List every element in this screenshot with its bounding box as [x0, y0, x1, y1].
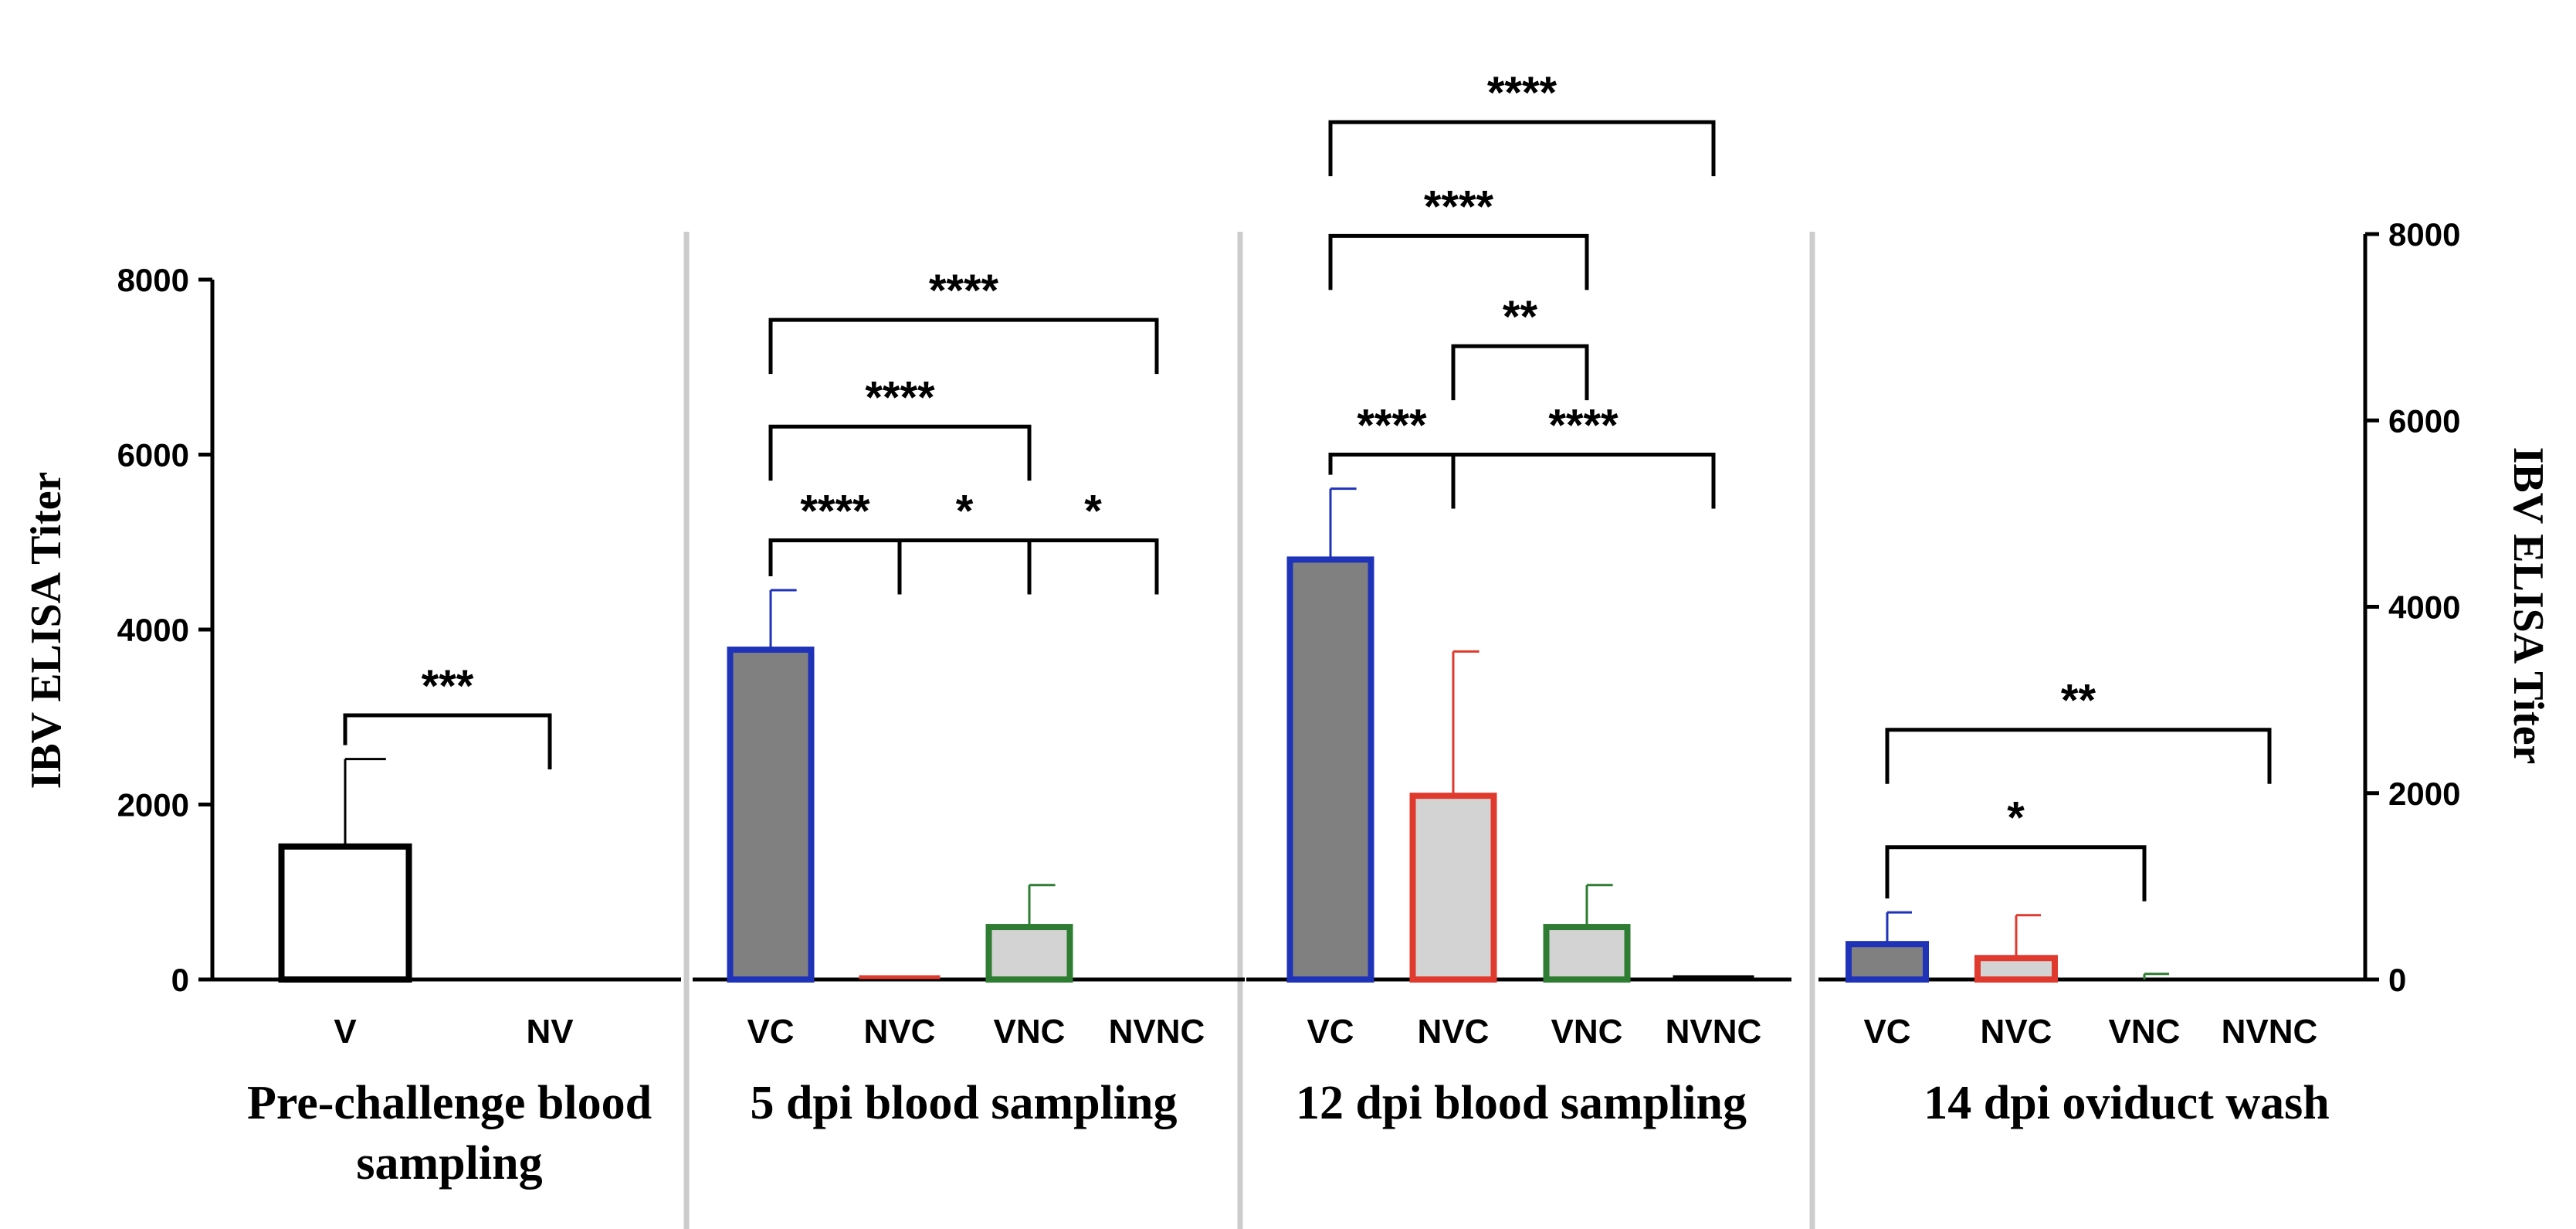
right-y-axis-title: IBV ELISA Titer	[2504, 447, 2552, 765]
category-label: NVC	[864, 1013, 936, 1051]
significance-label: ****	[929, 266, 999, 316]
right-y-tick-label: 8000	[2388, 216, 2460, 253]
significance-label: ****	[1357, 401, 1427, 451]
significance-brackets	[343, 120, 2272, 901]
significance-bracket	[1451, 453, 1716, 509]
significance-label: ****	[1487, 68, 1557, 118]
category-label: VC	[747, 1013, 794, 1051]
significance-label: ****	[1548, 401, 1618, 451]
bar	[727, 647, 815, 983]
category-label: NVC	[1981, 1013, 2052, 1051]
panel-label: 14 dpi oviduct wash	[1924, 1077, 2329, 1129]
category-label: NV	[526, 1013, 574, 1051]
panel-label: 5 dpi blood sampling	[750, 1077, 1177, 1129]
bar	[985, 924, 1073, 983]
bar	[1974, 955, 2058, 983]
significance-bracket	[768, 317, 1159, 375]
significance-bracket	[768, 538, 902, 595]
significance-bracket	[1328, 233, 1589, 290]
labels: 0 2000 4000 6000 8000 0 2000 4000 6000 8000 IBV EL…	[22, 68, 2552, 1190]
right-y-tick-label: 0	[2388, 962, 2406, 998]
significance-label: ****	[800, 486, 870, 536]
panel-label: sampling	[356, 1137, 542, 1190]
left-y-tick-label: 6000	[117, 437, 189, 474]
category-label: VC	[1307, 1013, 1354, 1051]
significance-bracket	[1885, 845, 2147, 901]
category-label: VNC	[994, 1013, 1066, 1051]
significance-label: *	[1084, 486, 1102, 536]
significance-label: **	[2061, 676, 2096, 726]
significance-label: *	[2007, 793, 2025, 844]
significance-label: ***	[422, 661, 474, 711]
category-label: VNC	[1551, 1013, 1623, 1051]
category-label: VC	[1863, 1013, 1910, 1051]
significance-bracket	[768, 424, 1032, 481]
significance-bracket	[1451, 344, 1589, 401]
significance-label: **	[1503, 292, 1538, 342]
category-label: VNC	[2109, 1013, 2181, 1051]
bars	[278, 487, 2169, 983]
significance-bracket	[897, 538, 1032, 595]
significance-bracket	[1328, 453, 1456, 509]
significance-label: *	[956, 486, 974, 536]
bar	[1286, 556, 1374, 983]
category-label: V	[334, 1013, 357, 1051]
right-y-tick-label: 4000	[2388, 589, 2460, 626]
bar	[1846, 941, 1929, 983]
panel-label: Pre-challenge blood	[247, 1077, 652, 1129]
left-y-tick-label: 8000	[117, 262, 189, 298]
right-y-tick-label: 6000	[2388, 402, 2460, 439]
left-y-tick-label: 2000	[117, 787, 189, 823]
bar	[1409, 793, 1497, 983]
left-y-tick-label: 4000	[117, 612, 189, 648]
category-label: NVNC	[1109, 1013, 1205, 1051]
right-y-tick-label: 2000	[2388, 776, 2460, 812]
significance-bracket	[1328, 120, 1716, 177]
bar	[1543, 924, 1631, 983]
panel-label: 12 dpi blood sampling	[1296, 1077, 1747, 1129]
significance-bracket	[1027, 538, 1159, 595]
significance-bracket	[1885, 728, 2272, 784]
category-label: NVC	[1418, 1013, 1490, 1051]
category-label: NVNC	[1666, 1013, 1762, 1051]
significance-label: ****	[865, 372, 935, 423]
left-y-axis-title: IBV ELISA Titer	[22, 472, 70, 789]
panel-dividers	[683, 232, 1815, 1229]
bar	[278, 843, 412, 983]
left-y-tick-label: 0	[171, 962, 189, 998]
category-label: NVNC	[2222, 1013, 2318, 1051]
significance-label: ****	[1424, 182, 1494, 232]
significance-bracket	[343, 713, 552, 769]
